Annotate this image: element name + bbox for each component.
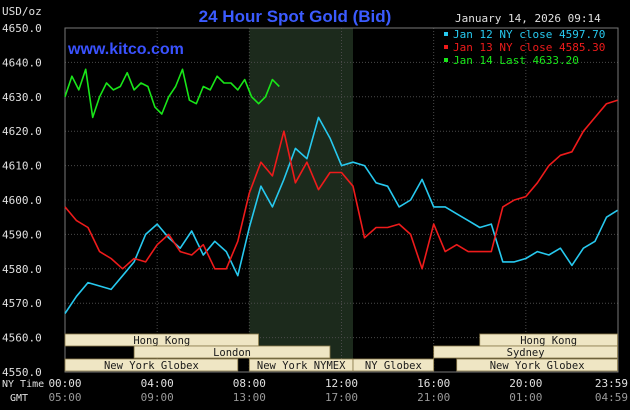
website-label[interactable]: www.kitco.com	[67, 41, 184, 58]
y-tick-label: 4550.0	[2, 366, 42, 379]
timestamp: January 14, 2026 09:14	[455, 12, 601, 25]
series-line-2	[64, 68, 280, 119]
x-tick-ny: 20:00	[509, 377, 542, 390]
x-tick-ny: 23:59	[595, 377, 628, 390]
legend: Jan 12 NY close 4597.70 Jan 13 NY close …	[444, 28, 605, 67]
legend-swatch-jan14	[444, 58, 448, 62]
series-line-1	[64, 99, 618, 270]
x-tick-ny: 00:00	[48, 377, 81, 390]
session-box	[352, 358, 435, 372]
nymex-highlight-band	[249, 28, 354, 372]
session-box	[133, 345, 331, 359]
y-tick-labels: 4650.0 4640.0 4630.0 4620.0 4610.0 4600.0 4590…	[2, 22, 42, 379]
legend-item-jan12: Jan 12 NY close 4597.70	[453, 28, 605, 41]
y-tick-label: 4590.0	[2, 228, 42, 241]
session-label: Hong Kong	[520, 335, 577, 347]
gmt-row-label: GMT	[10, 393, 28, 404]
y-tick-label: 4600.0	[2, 194, 42, 207]
x-tick-ny: 16:00	[417, 377, 450, 390]
legend-swatch-jan12	[444, 32, 448, 36]
y-tick-label: 4650.0	[2, 22, 42, 35]
x-tick-gmt: 09:00	[141, 391, 174, 404]
y-tick-label: 4620.0	[2, 125, 42, 138]
session-label: Sydney	[507, 347, 545, 359]
x-tick-ny: 04:00	[141, 377, 174, 390]
legend-item-jan14: Jan 14 Last 4633.20	[453, 54, 579, 67]
y-tick-label: 4610.0	[2, 160, 42, 173]
highlight-band-layer	[249, 28, 354, 372]
x-tick-ny: 08:00	[233, 377, 266, 390]
y-tick-label: 4570.0	[2, 297, 42, 310]
legend-swatch-jan13	[444, 45, 448, 49]
ny-time-row-label: NY Time	[2, 379, 44, 390]
x-tick-gmt: 01:00	[509, 391, 542, 404]
y-tick-label: 4560.0	[2, 332, 42, 345]
session-box	[433, 345, 618, 359]
x-tick-gmt: 17:00	[325, 391, 358, 404]
x-tick-gmt: 13:00	[233, 391, 266, 404]
session-box	[64, 358, 239, 372]
x-tick-gmt: 05:00	[48, 391, 81, 404]
y-tick-label: 4640.0	[2, 56, 42, 69]
series-layer	[64, 68, 618, 314]
legend-item-jan13: Jan 13 NY close 4585.30	[453, 41, 605, 54]
x-tick-ny: 12:00	[325, 377, 358, 390]
y-axis-unit-label: USD/oz	[2, 5, 42, 18]
chart-title: 24 Hour Spot Gold (Bid)	[199, 7, 392, 26]
y-tick-label: 4630.0	[2, 91, 42, 104]
y-tick-label: 4580.0	[2, 263, 42, 276]
plot-border	[64, 27, 619, 373]
x-tick-gmt: 04:59	[595, 391, 628, 404]
session-label: Hong Kong	[133, 335, 190, 347]
x-tick-gmt: 21:00	[417, 391, 450, 404]
session-label: New York NYMEX	[257, 360, 346, 372]
session-box	[456, 358, 618, 372]
session-label: New York Globex	[104, 360, 199, 372]
session-label: NY Globex	[365, 360, 422, 372]
series-line-0	[64, 116, 618, 314]
session-label: London	[213, 347, 251, 359]
session-label: New York Globex	[490, 360, 585, 372]
